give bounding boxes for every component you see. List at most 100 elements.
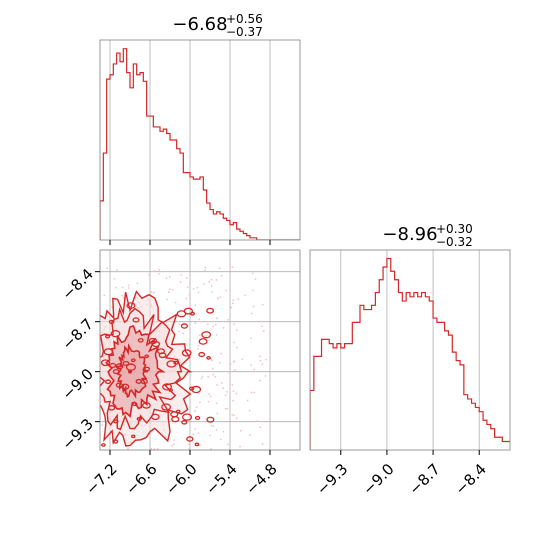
- contour-speckle: [140, 378, 148, 385]
- histogram-panel-x: [99, 39, 301, 245]
- sample-point: [246, 399, 249, 402]
- contour-x-tick-label: −6.6: [122, 460, 160, 498]
- sample-point: [228, 371, 231, 374]
- sample-point: [192, 433, 195, 436]
- sample-point: [165, 277, 168, 280]
- histogram-x-ticks: [109, 240, 271, 245]
- sample-point: [224, 407, 227, 410]
- sample-point: [210, 284, 213, 287]
- sample-point: [211, 290, 214, 293]
- sample-point: [220, 274, 223, 277]
- contour-speckle: [201, 331, 212, 339]
- contour-speckle: [188, 386, 195, 391]
- contour-speckle: [144, 354, 149, 359]
- sample-point: [244, 294, 247, 297]
- sample-point: [225, 289, 228, 292]
- sample-point: [210, 424, 213, 427]
- contour-speckle: [131, 434, 136, 439]
- sample-point: [198, 444, 201, 447]
- sample-point: [261, 303, 264, 306]
- sample-point: [178, 323, 181, 326]
- sample-point: [222, 326, 225, 329]
- contour-speckle: [181, 349, 192, 357]
- sample-point: [168, 291, 170, 293]
- sample-point: [253, 391, 256, 394]
- density-peak-marker: [128, 369, 132, 374]
- sample-point: [232, 399, 235, 402]
- sample-point: [249, 434, 251, 436]
- sample-point: [180, 274, 183, 276]
- sample-point: [195, 406, 198, 409]
- sample-point: [248, 409, 251, 412]
- contour-speckle: [198, 338, 208, 345]
- sample-point: [168, 288, 171, 291]
- sample-point: [127, 447, 129, 450]
- sample-point: [215, 334, 218, 336]
- sample-point: [250, 363, 252, 366]
- sample-point: [211, 367, 214, 370]
- contour-speckle: [175, 409, 181, 414]
- sample-point: [215, 428, 218, 431]
- sample-point: [226, 407, 229, 410]
- sample-point: [232, 390, 235, 393]
- contour-speckle: [194, 442, 200, 447]
- contour-speckle: [109, 362, 117, 369]
- histogram-x-frame: [99, 39, 301, 241]
- sample-point: [152, 291, 155, 294]
- title-y-plus: +0.30: [436, 222, 473, 236]
- sample-point: [227, 318, 230, 321]
- contour-speckle: [206, 356, 211, 360]
- sample-point: [218, 267, 221, 270]
- sample-point: [201, 375, 204, 378]
- sample-point: [251, 272, 254, 275]
- sample-point: [127, 287, 130, 289]
- sample-point: [261, 363, 264, 366]
- contour-speckle: [194, 415, 201, 421]
- sample-point: [178, 330, 180, 333]
- sample-point: [121, 294, 124, 297]
- sample-point: [204, 266, 207, 269]
- sample-point: [230, 306, 233, 309]
- sample-point: [204, 269, 206, 271]
- contour-speckle: [190, 311, 196, 316]
- sample-point: [227, 443, 230, 446]
- sample-point: [231, 266, 234, 269]
- sample-point: [148, 274, 151, 276]
- sample-point: [260, 320, 263, 323]
- sample-point: [197, 432, 200, 435]
- contour-speckle: [115, 363, 124, 370]
- sample-point: [196, 347, 199, 350]
- sample-point: [188, 293, 191, 296]
- sample-point: [216, 412, 219, 415]
- sample-point: [229, 363, 232, 366]
- contour-speckle: [101, 443, 106, 447]
- sample-point: [196, 270, 198, 273]
- sample-point: [217, 297, 219, 300]
- sample-point: [261, 443, 264, 446]
- contour-x-tick-label: −5.4: [202, 460, 240, 498]
- sample-point: [150, 291, 153, 294]
- contour-x-tick-label: −7.2: [82, 460, 120, 498]
- sample-point: [259, 426, 262, 429]
- sample-point: [156, 447, 159, 450]
- sample-point: [127, 284, 130, 287]
- contour-speckle: [150, 413, 160, 421]
- title-x-parameter: −6.68: [172, 14, 227, 35]
- sample-point: [241, 358, 244, 361]
- sample-point: [250, 391, 253, 394]
- sample-point: [258, 379, 261, 382]
- title-y-parameter: −8.96: [382, 224, 437, 245]
- sample-point: [212, 373, 215, 376]
- contour-speckle: [181, 419, 188, 425]
- contour-speckle: [156, 348, 166, 355]
- contour-frame: [99, 249, 301, 451]
- histogram-x-grid: [109, 40, 271, 240]
- sample-point: [113, 277, 116, 280]
- sample-point: [185, 297, 188, 300]
- sample-point: [136, 282, 139, 285]
- contour-speckle: [161, 403, 172, 411]
- sample-point: [106, 267, 109, 270]
- contour-y-tick-label: −9.0: [59, 365, 97, 403]
- sample-point: [194, 304, 197, 307]
- contour-speckle: [132, 317, 140, 323]
